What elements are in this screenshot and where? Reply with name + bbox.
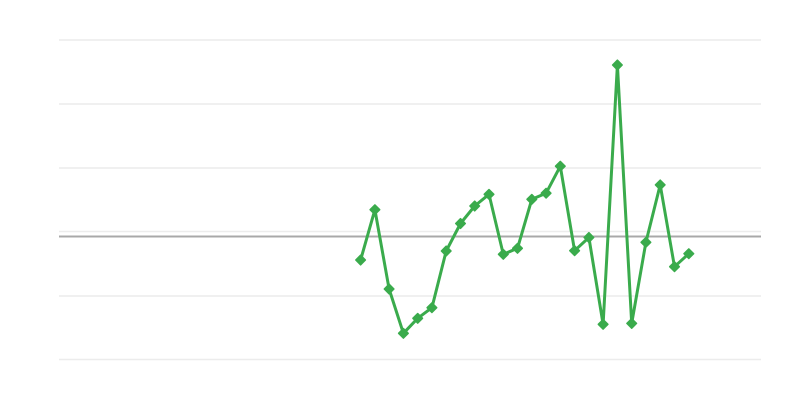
data-point-marker xyxy=(383,283,395,295)
data-point-marker xyxy=(597,318,609,330)
data-point-marker xyxy=(640,236,652,248)
data-point-marker xyxy=(626,317,638,329)
data-point-marker xyxy=(611,59,623,71)
data-point-marker xyxy=(355,254,367,266)
data-point-marker xyxy=(569,245,581,257)
data-point-marker xyxy=(683,248,695,260)
gridlines-layer xyxy=(59,39,761,361)
data-point-marker xyxy=(440,245,452,257)
data-point-marker xyxy=(583,231,595,244)
data-point-marker xyxy=(469,200,481,212)
data-point-marker xyxy=(412,312,424,324)
data-point-marker xyxy=(540,187,552,199)
data-series-layer xyxy=(355,59,695,339)
data-point-marker xyxy=(654,179,666,191)
data-point-marker xyxy=(554,160,566,172)
data-point-marker xyxy=(483,188,495,200)
data-point-marker xyxy=(668,261,681,273)
data-point-marker xyxy=(454,217,467,230)
data-point-marker xyxy=(526,193,538,205)
data-point-marker xyxy=(497,248,509,260)
data-point-marker xyxy=(369,204,381,216)
data-point-marker xyxy=(426,302,438,314)
data-point-marker xyxy=(397,327,409,339)
data-line xyxy=(359,63,691,335)
data-point-marker xyxy=(511,242,524,254)
